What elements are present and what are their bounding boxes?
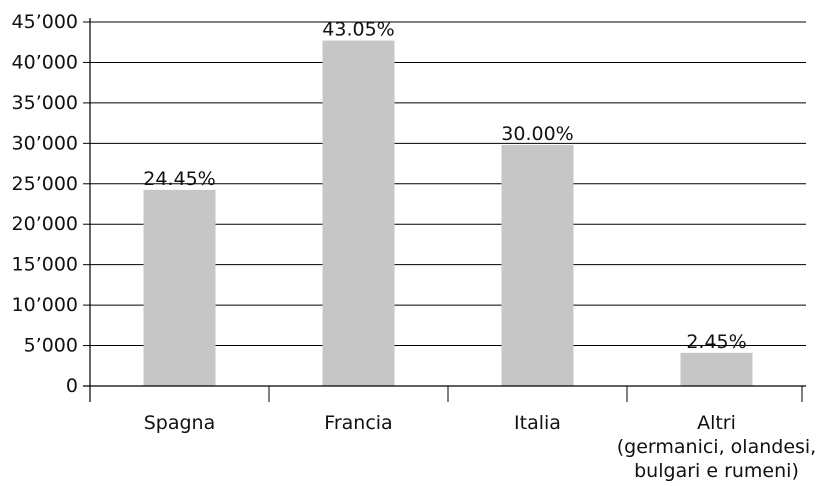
bar [322,40,395,387]
bars [143,40,753,387]
y-tick-label: 40’000 [12,51,78,73]
x-category-label: Italia [514,412,561,434]
y-tick-label: 15’000 [12,254,78,276]
axes [83,18,806,402]
bar-data-label: 24.45% [143,168,215,190]
bar [501,144,574,386]
y-tick-label: 0 [66,375,78,397]
y-tick-label: 25’000 [12,173,78,195]
bar [143,189,216,386]
y-tick-labels: 0 5’000 10’000 15’000 20’000 25’000 30’000 35’0… [12,11,78,397]
y-tick-label: 30’000 [12,132,78,154]
x-category-label: bulgari e rumeni) [634,460,799,482]
y-tick-label: 5’000 [24,335,78,357]
bar-data-label: 30.00% [501,123,573,145]
bar-data-label: 43.05% [322,19,394,41]
y-tick-label: 45’000 [12,11,78,33]
x-category-label: Spagna [144,412,216,434]
x-category-label: (germanici, olandesi, [617,436,816,458]
y-tick-label: 35’000 [12,92,78,114]
bar [680,352,753,386]
category-labels: Spagna Francia Italia Altri(germanici, olan… [144,412,817,482]
y-tick-label: 20’000 [12,213,78,235]
x-category-label: Francia [324,412,392,434]
data-labels: 24.45% 43.05% 30.00% 2.45% [143,19,746,353]
bar-data-label: 2.45% [686,331,746,353]
y-tick-label: 10’000 [12,294,78,316]
x-category-label: Altri [697,412,736,434]
